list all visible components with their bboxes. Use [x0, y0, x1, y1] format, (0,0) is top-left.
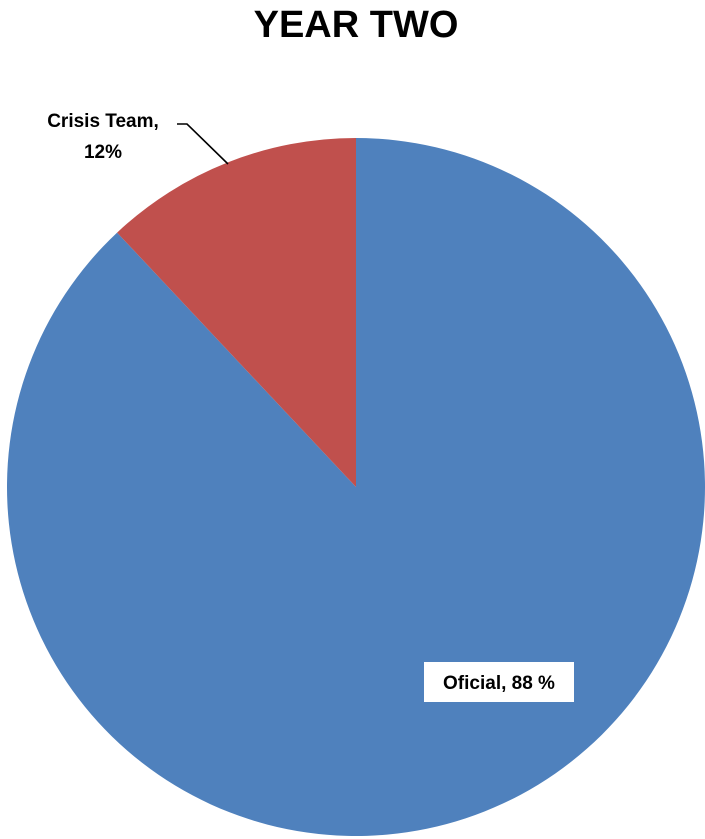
pie-slices	[7, 138, 705, 836]
oficial-label-box	[424, 662, 574, 702]
oficial-data-label: Oficial, 88 %	[424, 662, 574, 702]
crisis-team-data-label: Crisis Team, 12%	[47, 111, 229, 165]
crisis-team-label-line1: Crisis Team,	[47, 111, 159, 132]
crisis-team-leader-line	[177, 123, 229, 165]
oficial-slice	[7, 138, 705, 836]
crisis-team-slice	[117, 138, 356, 487]
oficial-label-text: Oficial, 88 %	[443, 673, 555, 694]
crisis-team-label-line2: 12%	[84, 142, 122, 163]
chart-title: YEAR TWO	[254, 4, 459, 46]
